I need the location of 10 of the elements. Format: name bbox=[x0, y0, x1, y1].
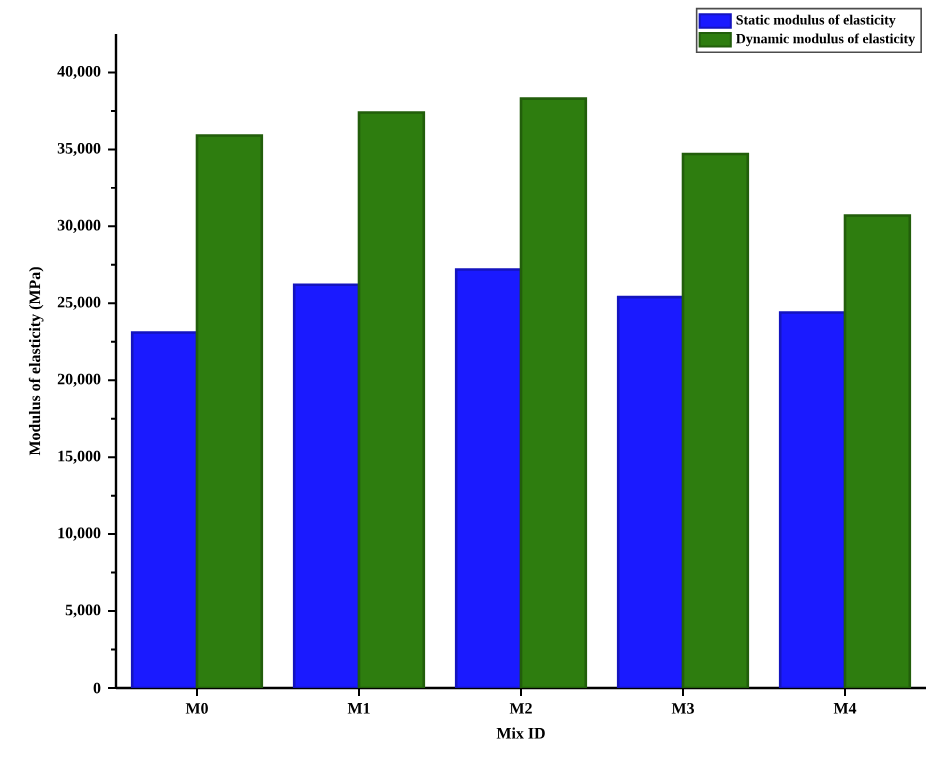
bar bbox=[519, 97, 588, 688]
bar bbox=[130, 331, 199, 688]
bar bbox=[778, 311, 847, 688]
bar bbox=[616, 295, 685, 688]
bar bbox=[454, 268, 523, 688]
bar bbox=[292, 283, 361, 688]
bar bbox=[357, 111, 426, 688]
bar bbox=[681, 152, 750, 688]
bar bbox=[843, 214, 912, 688]
bar bbox=[195, 134, 264, 688]
